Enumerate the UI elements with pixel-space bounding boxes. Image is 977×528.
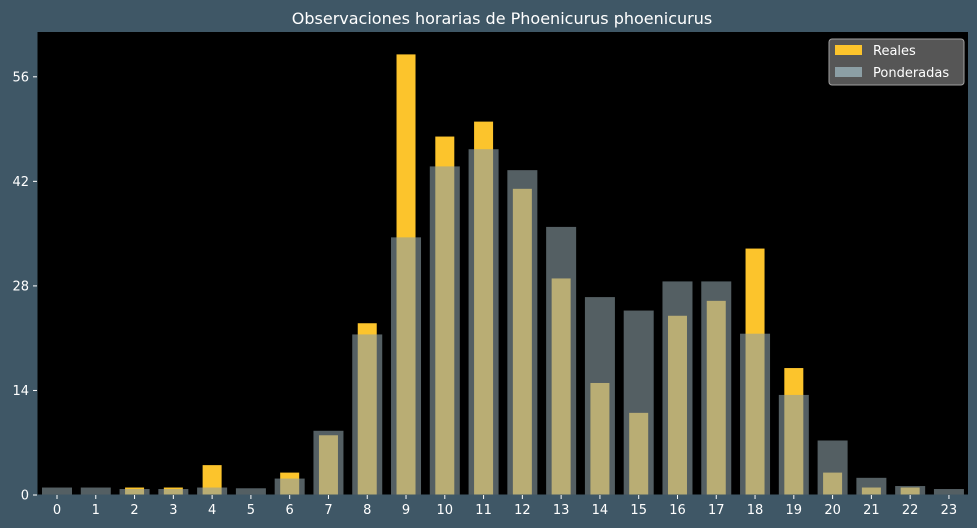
x-tick-label: 1 — [92, 503, 100, 518]
bar-ponderadas-hour-1 — [80, 487, 111, 495]
bar-ponderadas-hour-17 — [701, 281, 732, 495]
x-tick-label: 5 — [247, 503, 255, 518]
x-tick-label: 2 — [130, 503, 138, 518]
y-tick-label: 14 — [12, 384, 29, 399]
x-tick-label: 8 — [363, 503, 371, 518]
x-tick-label: 19 — [786, 503, 803, 518]
legend: Reales Ponderadas — [828, 38, 965, 86]
legend-label-ponderadas: Ponderadas — [873, 66, 949, 81]
x-tick-label: 4 — [208, 503, 216, 518]
bar-ponderadas-hour-3 — [158, 489, 189, 495]
bar-ponderadas-hour-7 — [313, 430, 344, 495]
bar-ponderadas-hour-21 — [856, 477, 887, 495]
x-tick-label: 22 — [902, 503, 919, 518]
bars-layer — [42, 54, 964, 496]
bar-ponderadas-hour-11 — [468, 149, 499, 496]
bar-ponderadas-hour-4 — [197, 487, 228, 495]
legend-label-reales: Reales — [873, 44, 916, 59]
x-tick-label: 10 — [437, 503, 454, 518]
y-tick-label: 0 — [21, 489, 29, 504]
x-tick-label: 7 — [324, 503, 332, 518]
bar-ponderadas-hour-8 — [352, 334, 383, 495]
x-tick-label: 11 — [475, 503, 492, 518]
x-tick-label: 17 — [708, 503, 725, 518]
x-tick-label: 6 — [286, 503, 294, 518]
legend-box — [828, 38, 965, 86]
axes-layer: 0 1 2 3 4 5 6 7 8 9 10 11 12 13 14 15 16 17 18 19 20 21 22 2301… — [12, 32, 968, 518]
x-tick-label: 12 — [514, 503, 531, 518]
x-tick-label: 16 — [669, 503, 686, 518]
x-tick-label: 0 — [53, 503, 61, 518]
x-tick-label: 18 — [747, 503, 764, 518]
x-tick-label: 14 — [592, 503, 609, 518]
y-tick-label: 56 — [12, 70, 29, 85]
bar-ponderadas-hour-18 — [740, 333, 771, 495]
chart-title: Observaciones horarias de Phoenicurus ph… — [292, 9, 712, 28]
bar-ponderadas-hour-14 — [584, 297, 615, 495]
bar-ponderadas-hour-2 — [119, 489, 150, 495]
bar-ponderadas-hour-10 — [429, 166, 460, 496]
legend-swatch-ponderadas — [835, 67, 862, 77]
bar-ponderadas-hour-20 — [817, 440, 848, 495]
bar-ponderadas-hour-0 — [42, 487, 72, 495]
bar-ponderadas-hour-9 — [391, 237, 422, 496]
x-tick-label: 13 — [553, 503, 570, 518]
x-tick-label: 21 — [863, 503, 880, 518]
x-tick-label: 23 — [941, 503, 958, 518]
bar-ponderadas-hour-22 — [895, 486, 926, 495]
bar-ponderadas-hour-15 — [623, 310, 654, 495]
bar-ponderadas-hour-19 — [778, 394, 809, 495]
x-tick-label: 15 — [630, 503, 647, 518]
y-tick-label: 28 — [12, 279, 29, 294]
bar-ponderadas-hour-6 — [274, 478, 305, 495]
x-tick-label: 9 — [402, 503, 410, 518]
bar-ponderadas-hour-23 — [933, 489, 964, 495]
bar-ponderadas-hour-12 — [507, 170, 538, 495]
x-tick-label: 3 — [169, 503, 177, 518]
bar-ponderadas-hour-16 — [662, 281, 693, 495]
y-tick-label: 42 — [12, 175, 29, 190]
x-tick-label: 20 — [824, 503, 841, 518]
legend-swatch-reales — [835, 45, 862, 55]
plot-area — [37, 32, 968, 495]
bar-ponderadas-hour-5 — [235, 488, 266, 495]
bar-ponderadas-hour-13 — [546, 226, 577, 495]
